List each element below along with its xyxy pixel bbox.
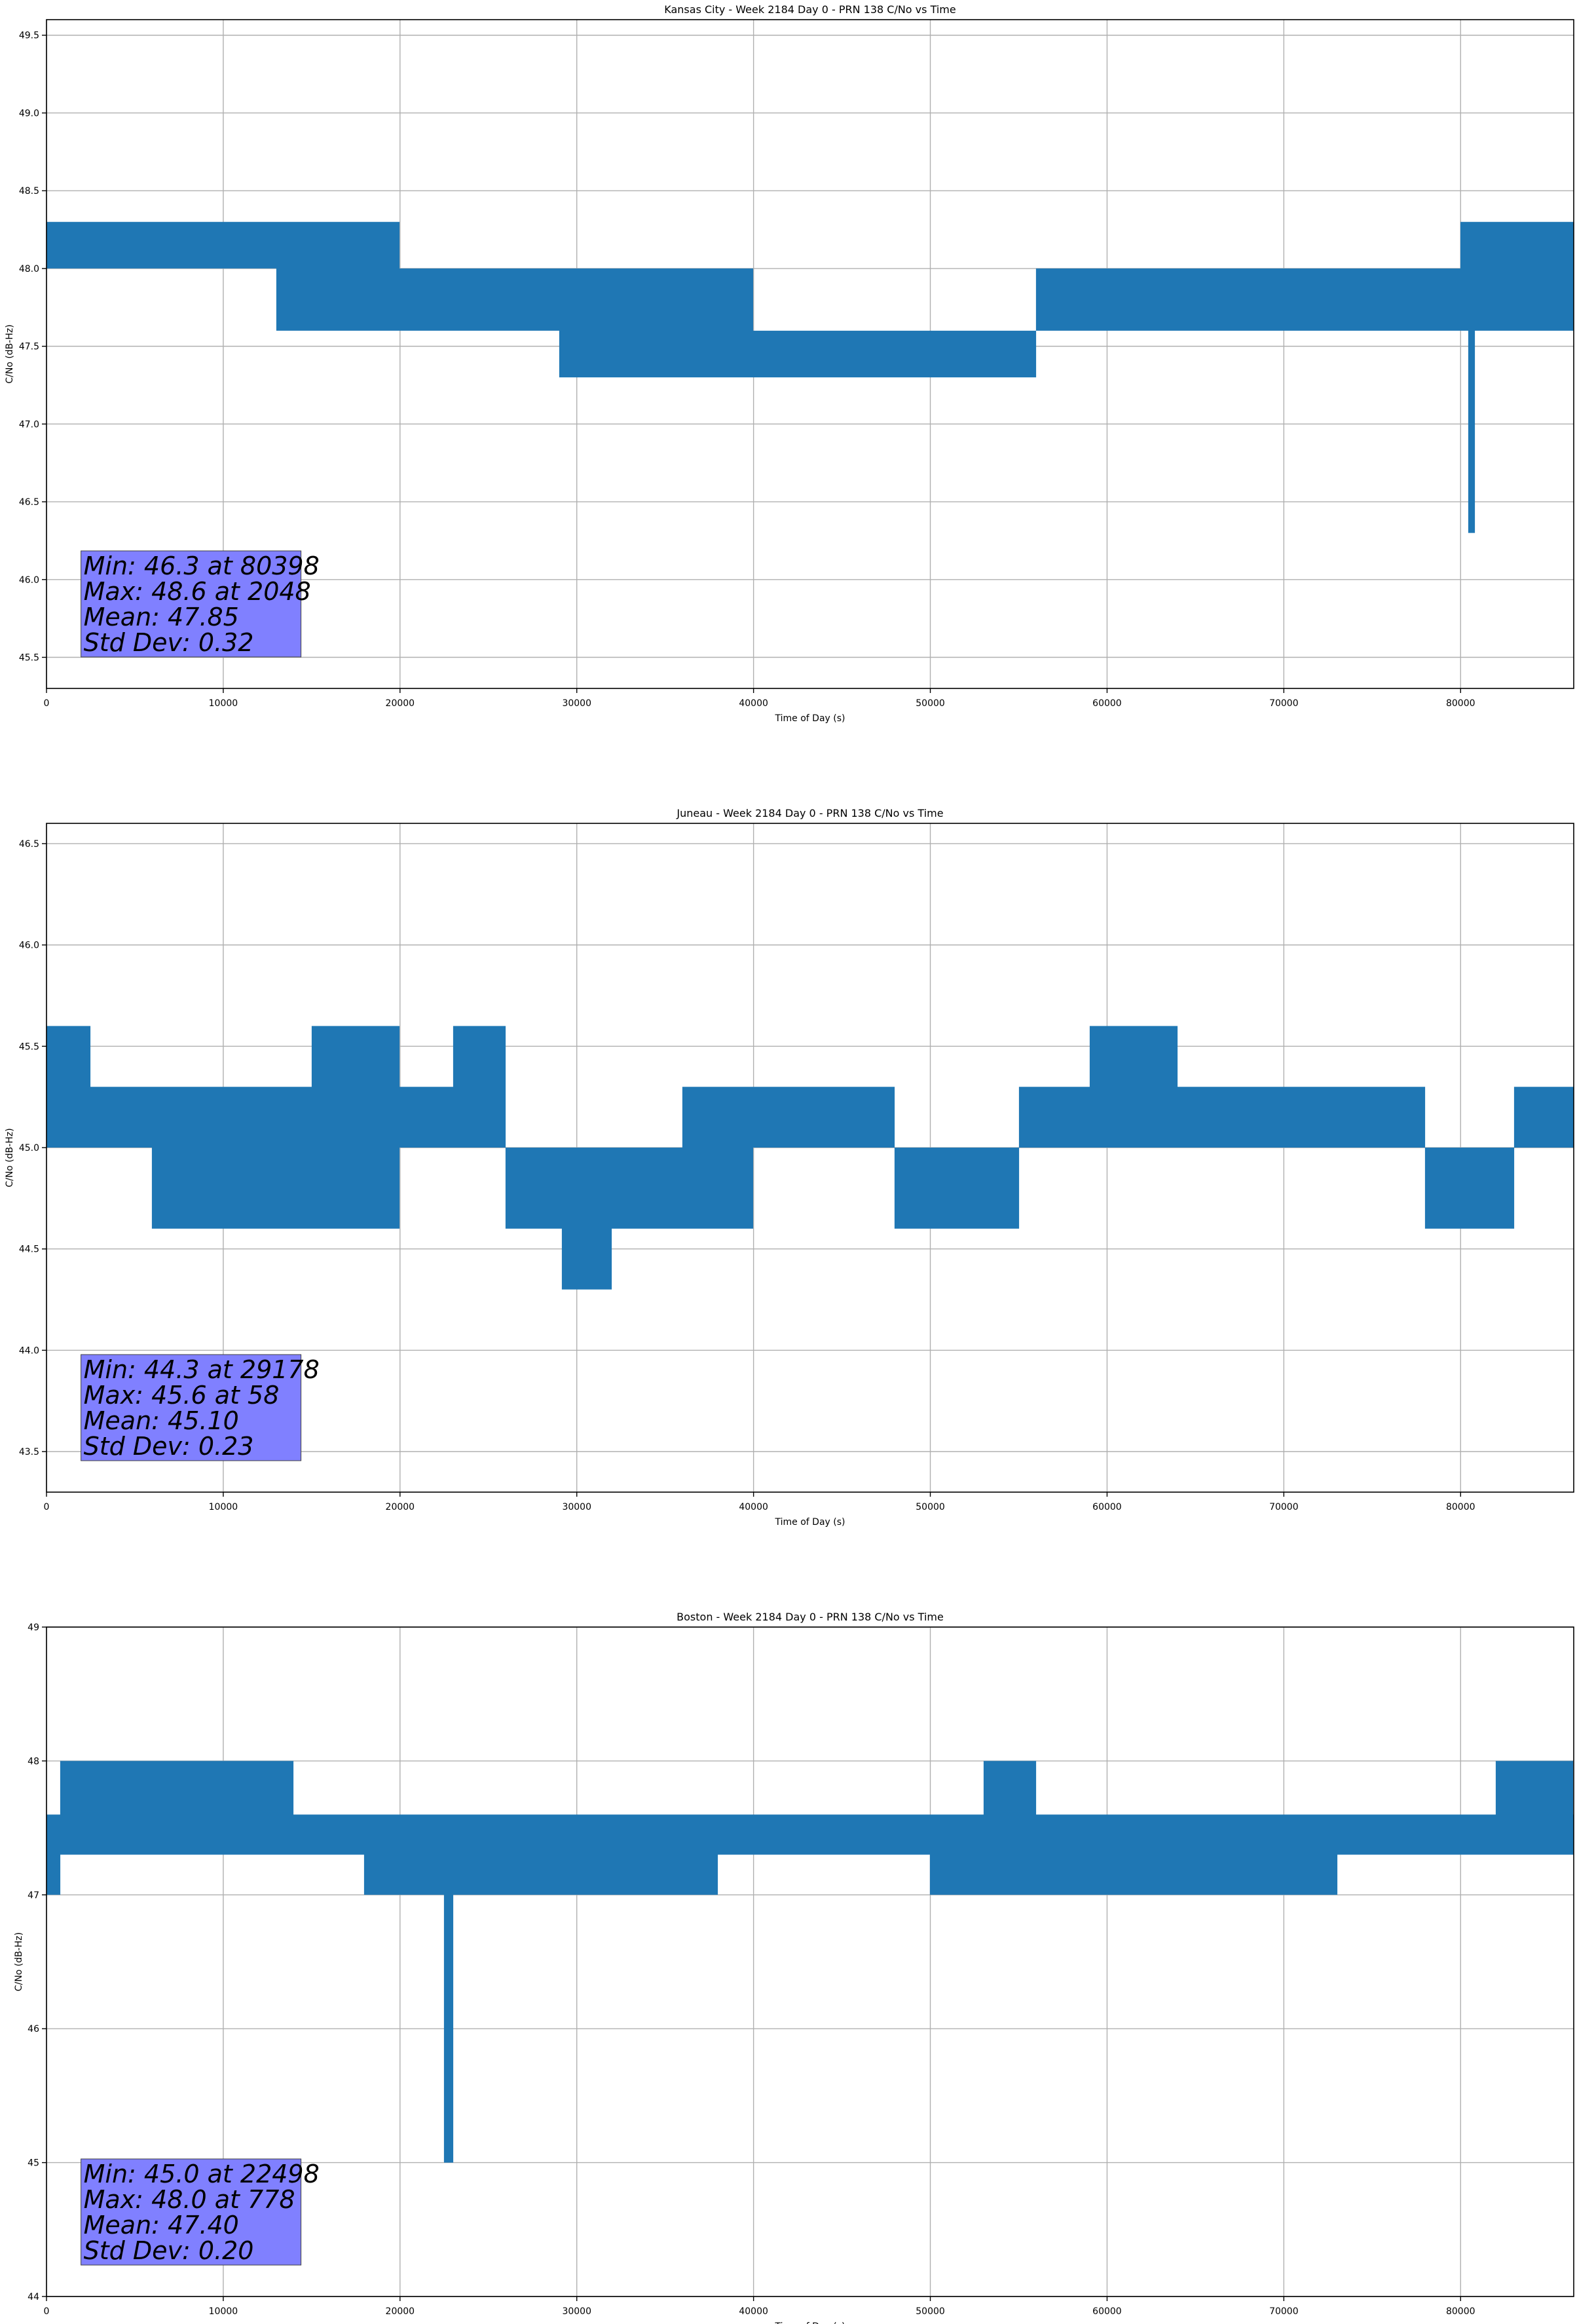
stats-max: Max: 48.6 at 2048 xyxy=(84,577,311,606)
y-tick-label: 48.5 xyxy=(19,186,39,197)
x-tick-label: 10000 xyxy=(209,1502,238,1512)
y-tick-label: 47.5 xyxy=(19,342,39,352)
x-tick-label: 10000 xyxy=(209,698,238,709)
x-tick-label: 10000 xyxy=(209,2306,238,2317)
stats-mean: Mean: 45.10 xyxy=(84,1406,239,1435)
y-axis-label: C/No (dB-Hz) xyxy=(5,324,15,383)
chart-title: Boston - Week 2184 Day 0 - PRN 138 C/No … xyxy=(677,1611,944,1623)
x-tick-label: 20000 xyxy=(386,698,415,709)
data-line xyxy=(46,221,1574,533)
x-tick-label: 0 xyxy=(44,2306,50,2317)
y-tick-label: 47.0 xyxy=(19,419,39,430)
x-tick-label: 30000 xyxy=(562,1502,591,1512)
stats-box xyxy=(81,550,302,658)
y-tick-label: 44.0 xyxy=(19,1345,39,1356)
y-tick-label: 46.0 xyxy=(19,575,39,586)
stats-min: Min: 44.3 at 29178 xyxy=(84,1355,320,1384)
x-tick-label: 70000 xyxy=(1269,1502,1299,1512)
x-tick-label: 30000 xyxy=(562,698,591,709)
y-axis-label: C/No (dB-Hz) xyxy=(14,1932,24,1991)
axes-frame xyxy=(46,823,1574,1493)
stats-min: Min: 46.3 at 80398 xyxy=(84,552,320,580)
x-tick-label: 60000 xyxy=(1092,2306,1122,2317)
x-tick-label: 20000 xyxy=(386,1502,415,1512)
x-axis-label: Time of Day (s) xyxy=(775,713,845,724)
stats-min: Min: 45.0 at 22498 xyxy=(84,2160,320,2188)
y-tick-label: 48 xyxy=(28,1756,39,1767)
stats-std: Std Dev: 0.23 xyxy=(84,1432,254,1461)
chart-panel-2: 0 10000 20000 30000 40000 50000 60000 70000 8000… xyxy=(5,807,1574,1527)
data-series xyxy=(46,1761,1574,2163)
y-tick-label: 49.5 xyxy=(19,31,39,41)
stats-std: Std Dev: 0.32 xyxy=(84,628,254,657)
chart-panel-3: 0 10000 20000 30000 40000 50000 60000 70000 8000… xyxy=(14,1611,1574,2324)
y-tick-label: 46.5 xyxy=(19,839,39,850)
x-tick-label: 20000 xyxy=(386,2306,415,2317)
x-tick-label: 40000 xyxy=(739,2306,768,2317)
y-axis-label: C/No (dB-Hz) xyxy=(5,1128,15,1187)
y-tick-label: 48.0 xyxy=(19,264,39,274)
x-tick-label: 60000 xyxy=(1092,1502,1122,1512)
y-tick-label: 47 xyxy=(28,1890,39,1901)
data-line xyxy=(46,1761,1574,2163)
y-tick-label: 45.5 xyxy=(19,653,39,664)
stats-box xyxy=(81,2158,302,2266)
chart-title: Kansas City - Week 2184 Day 0 - PRN 138 … xyxy=(664,3,955,16)
y-tick-label: 45.5 xyxy=(19,1041,39,1052)
y-tick-label: 49.0 xyxy=(19,108,39,119)
x-tick-label: 0 xyxy=(44,1502,50,1512)
y-tick-label: 46.0 xyxy=(19,941,39,951)
data-series xyxy=(46,221,1574,533)
x-tick-label: 60000 xyxy=(1092,698,1122,709)
x-tick-label: 50000 xyxy=(916,698,945,709)
data-series xyxy=(46,1026,1574,1290)
x-tick-label: 40000 xyxy=(739,698,768,709)
y-tick-label: 43.5 xyxy=(19,1447,39,1457)
y-tick-label: 49 xyxy=(28,1622,39,1633)
x-tick-label: 80000 xyxy=(1446,2306,1475,2317)
y-tick-label: 46 xyxy=(28,2024,39,2034)
chart-title: Juneau - Week 2184 Day 0 - PRN 138 C/No … xyxy=(676,807,943,819)
stats-max: Max: 45.6 at 58 xyxy=(84,1381,280,1410)
x-axis-label: Time of Day (s) xyxy=(775,1517,845,1527)
x-tick-label: 50000 xyxy=(916,2306,945,2317)
x-tick-label: 70000 xyxy=(1269,698,1299,709)
x-axis-label: Time of Day (s) xyxy=(775,2321,845,2324)
stats-box xyxy=(81,1354,302,1461)
stats-mean: Mean: 47.85 xyxy=(84,603,239,631)
x-tick-label: 80000 xyxy=(1446,1502,1475,1512)
x-tick-label: 0 xyxy=(44,698,50,709)
y-tick-label: 45 xyxy=(28,2158,39,2169)
x-tick-label: 50000 xyxy=(916,1502,945,1512)
y-tick-label: 44.5 xyxy=(19,1245,39,1255)
x-tick-label: 40000 xyxy=(739,1502,768,1512)
y-tick-label: 45.0 xyxy=(19,1143,39,1153)
axes-frame xyxy=(46,1626,1574,2297)
chart-panel-1: 0 10000 20000 30000 40000 50000 60000 70000 8000… xyxy=(5,3,1574,724)
stats-mean: Mean: 47.40 xyxy=(84,2211,239,2240)
stats-max: Max: 48.0 at 778 xyxy=(84,2185,295,2214)
x-tick-label: 70000 xyxy=(1269,2306,1299,2317)
y-tick-label: 44 xyxy=(28,2292,39,2302)
axes-frame xyxy=(46,19,1574,689)
x-tick-label: 80000 xyxy=(1446,698,1475,709)
y-tick-label: 46.5 xyxy=(19,497,39,508)
stats-std: Std Dev: 0.20 xyxy=(84,2236,254,2265)
x-tick-label: 30000 xyxy=(562,2306,591,2317)
data-line xyxy=(46,1026,1574,1290)
